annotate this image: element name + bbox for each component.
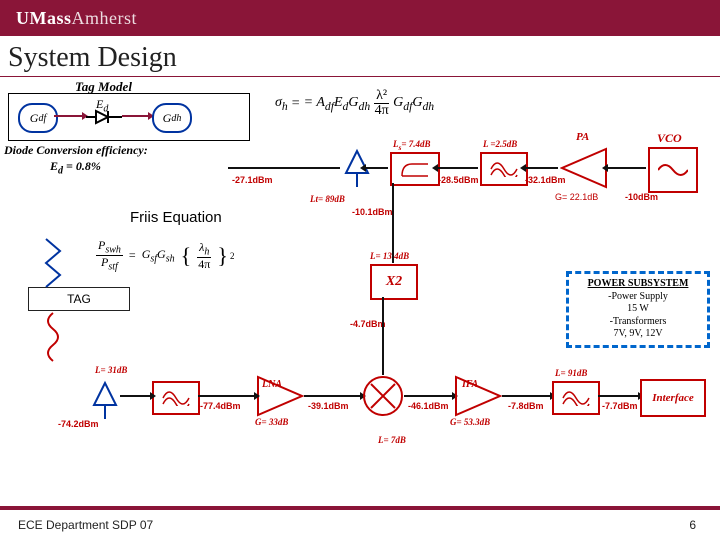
- p-10-1: -10.1dBm: [352, 207, 393, 217]
- wire-pa-l1: [526, 167, 558, 169]
- p-28: -28.5dBm: [438, 175, 479, 185]
- gdh-block: Gdh: [152, 103, 192, 133]
- p-47: -4.7dBm: [350, 319, 386, 329]
- wire-prop-top: [228, 167, 340, 169]
- pa-block: [560, 147, 608, 189]
- lna-label: LNA: [262, 379, 282, 390]
- footer-page: 6: [689, 518, 696, 532]
- friis-title: Friis Equation: [130, 209, 222, 226]
- loss-91: [152, 381, 200, 415]
- wire-ls-ant: [366, 167, 388, 169]
- power-l2: 15 W: [573, 303, 703, 316]
- pa-label: PA: [576, 131, 589, 143]
- x2-block: X2: [370, 264, 418, 300]
- p-774: -77.4dBm: [200, 401, 241, 411]
- logo-main: UMass: [16, 8, 72, 28]
- wire-l1-ls: [438, 167, 478, 169]
- sine-icon: [658, 160, 688, 180]
- p-77d: -7.7dBm: [602, 401, 638, 411]
- p-32: -32.1dBm: [525, 175, 566, 185]
- power-l3: -Transformers: [573, 316, 703, 329]
- vco-label: VCO: [657, 131, 682, 146]
- wire-x2-mixer: [382, 297, 384, 375]
- power-l1: -Power Supply: [573, 291, 703, 304]
- header-bar: UMassAmherst: [0, 0, 720, 36]
- p-27: -27.1dBm: [232, 175, 273, 185]
- diode-eff-label: Diode Conversion efficiency:: [4, 143, 148, 158]
- lt-label: Lt= 89dB: [310, 194, 345, 204]
- diode-icon: [86, 109, 122, 125]
- l1-label: L =2.5dB: [483, 139, 517, 149]
- p-78: -7.8dBm: [508, 401, 544, 411]
- friis-equation: Pswh Pstf = GsfGsh { λh 4π }2: [96, 239, 234, 273]
- ifa-label: IFA: [462, 379, 478, 390]
- p-391: -39.1dBm: [308, 401, 349, 411]
- vco-block: [648, 147, 698, 193]
- arrow-ed-gdh: [122, 115, 148, 117]
- loss-91b: [552, 381, 600, 415]
- tag-antenna-top-icon: [38, 229, 72, 289]
- mixer-block: [362, 375, 404, 417]
- p-10dbm: -10dBm: [625, 192, 658, 202]
- x2-l: L= 13.4dB: [370, 251, 409, 261]
- interface-block: Interface: [640, 379, 706, 417]
- diagram-canvas: Tag Model Gdf Ed Gdh Diode Conversion ef…: [0, 79, 720, 509]
- wire-mix-ifa: [404, 395, 452, 397]
- wire-ifa-l91b: [502, 395, 550, 397]
- p-742: -74.2dBm: [58, 419, 99, 429]
- footer-left: ECE Department SDP 07: [18, 518, 153, 532]
- umass-logo: UMassAmherst: [16, 8, 137, 29]
- power-title: POWER SUBSYSTEM: [573, 278, 703, 291]
- pa-gain: G= 22.1dB: [555, 192, 598, 202]
- tag-box: TAG: [28, 287, 130, 311]
- p-461: -46.1dBm: [408, 401, 449, 411]
- gdf-block: Gdf: [18, 103, 58, 133]
- wire-vco-pa: [608, 167, 646, 169]
- page-title: System Design: [0, 36, 720, 77]
- l-91-label: L= 91dB: [555, 368, 587, 378]
- l-7: L= 7dB: [378, 435, 406, 445]
- logo-sub: Amherst: [72, 8, 138, 28]
- wire-l91b-if: [598, 395, 638, 397]
- wire-top-x2: [392, 183, 394, 263]
- wire-lna-mix: [304, 395, 360, 397]
- antenna-rx-icon: [88, 377, 122, 421]
- wire-rx-91: [120, 395, 150, 397]
- ls-label: Ls= 7.4dB: [393, 139, 431, 152]
- footer-bar: ECE Department SDP 07 6: [0, 506, 720, 540]
- diode-eff-value: Ed = 0.8%: [50, 159, 101, 176]
- l-31-label: L= 31dB: [95, 365, 127, 375]
- ifa-g: G= 53.3dB: [450, 417, 490, 427]
- lna-g: G= 33dB: [255, 417, 288, 427]
- power-l4: 7V, 9V, 12V: [573, 328, 703, 341]
- power-subsystem-box: POWER SUBSYSTEM -Power Supply 15 W -Tran…: [566, 271, 710, 348]
- sigma-equation: σh = = AdfEdGdh λ² 4π GdfGdh: [275, 89, 434, 118]
- tag-antenna-bot-icon: [38, 311, 72, 371]
- arrow-gdf-ed: [54, 115, 82, 117]
- wire-91-lna: [198, 395, 254, 397]
